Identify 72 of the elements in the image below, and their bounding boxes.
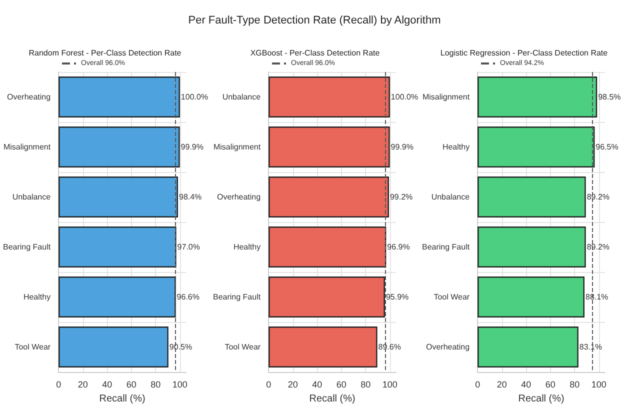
x-tick-label: 0 [475,380,480,390]
x-tick-label: 0 [56,380,62,390]
data-label: 99.2% [390,192,412,202]
y-tick-label: Misalignment [422,92,471,102]
x-tick-label: 100 [592,380,607,390]
x-tick-label: 100 [172,380,188,390]
x-tick-label: 0 [266,380,271,390]
data-label: 89.2% [587,192,610,202]
bar [58,326,168,368]
bar [58,176,178,218]
data-label: 95.9% [386,292,408,302]
x-axis-title: Recall (%) [308,394,356,404]
x-tick-label: 40 [521,380,532,390]
data-label: 89.6% [378,342,401,352]
x-tick-label: 80 [150,380,161,390]
bar [478,326,579,368]
y-tick-label: Overheating [216,192,260,202]
x-tick-label: 80 [570,380,580,390]
x-axis-title: Recall (%) [518,394,565,404]
bar [478,176,586,218]
x-tick-label: 20 [288,380,298,390]
y-tick-label: Bearing Fault [422,242,471,252]
y-tick-label: Overheating [6,92,51,102]
x-axis-title: Recall (%) [99,394,146,404]
bar [58,226,176,268]
y-tick-label: Misalignment [3,142,52,152]
y-tick-label: Unbalance [12,192,52,202]
data-label: 89.2% [587,242,610,252]
bar [58,126,180,168]
chart-title: Random Forest - Per-Class Detection Rate [28,48,182,58]
data-label: 97.0% [177,242,200,252]
x-tick-label: 20 [497,380,508,390]
y-tick-label: Bearing Fault [212,292,262,302]
x-tick-label: 40 [312,380,322,390]
data-label: 96.5% [596,142,619,152]
data-label: 96.9% [386,242,410,252]
x-tick-label: 60 [126,380,136,390]
bar [478,276,585,318]
y-tick-label: Healthy [233,242,260,252]
bar [58,276,176,318]
bar [478,76,598,118]
bar [478,126,596,168]
text: Per Fault-Type Detection Rate (Recall) by Algorithm [188,14,441,26]
data-label: 90.5% [169,342,192,352]
chart-title: Logistic Regression - Per-Class Detection Rate [440,48,608,58]
y-tick-label: Healthy [442,142,470,152]
data-label: 100.0% [390,92,418,102]
x-tick-label: 60 [546,380,556,390]
data-label: 98.4% [178,192,202,202]
chart-title: XGBoost - Per-Class Detection Rate [250,48,380,58]
data-label: 88.1% [586,292,609,302]
x-tick-label: 40 [102,380,112,390]
y-tick-label: Misalignment [213,142,262,152]
y-tick-label: Healthy [23,292,51,302]
data-label: 96.6% [176,292,200,302]
x-tick-label: 100 [382,380,398,390]
bar [478,226,586,268]
y-tick-label: Bearing Fault [2,242,52,252]
y-tick-label: Tool Wear [434,292,470,302]
y-tick-label: Tool Wear [224,342,261,352]
data-label: 100.0% [180,92,208,102]
y-tick-label: Overheating [426,342,470,352]
y-tick-label: Unbalance [432,192,470,202]
x-tick-label: 60 [336,380,346,390]
y-tick-label: Tool Wear [14,342,51,352]
data-label: 99.9% [180,142,204,152]
data-label: 99.9% [390,142,414,152]
y-tick-label: Unbalance [222,92,261,102]
bar [58,76,180,118]
data-label: 98.5% [598,92,622,102]
x-tick-label: 80 [360,380,370,390]
x-tick-label: 20 [78,380,88,390]
